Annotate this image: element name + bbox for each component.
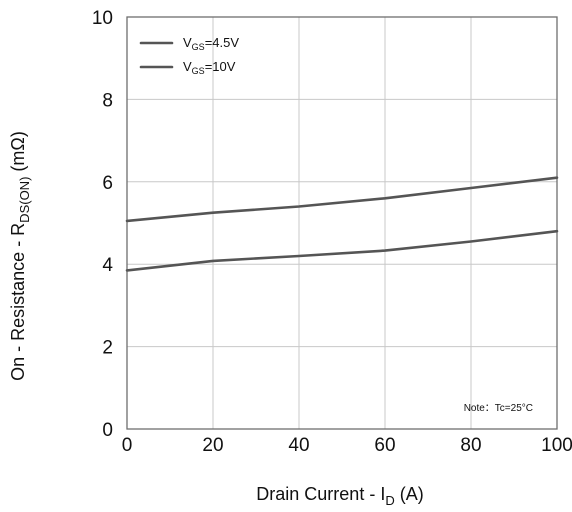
series-layer: [125, 176, 559, 272]
y-axis-title: On - Resistance - RDS(ON) (mΩ): [8, 131, 32, 381]
annotation-note: Note：Tc=25°C: [464, 403, 533, 414]
grid: [127, 17, 557, 429]
x-tick-label-20: 20: [202, 435, 223, 456]
x-tick-label-40: 40: [288, 435, 309, 456]
x-tick-labels: 0 20 40 60 80 100: [122, 435, 572, 456]
y-tick-label-10: 10: [92, 8, 113, 29]
x-tick-label-80: 80: [460, 435, 481, 456]
x-tick-label-100: 100: [541, 435, 572, 456]
y-tick-labels: 0 2 4 6 8 10: [92, 8, 114, 441]
legend: VGS=4.5V VGS=10V: [139, 35, 239, 76]
y-tick-label-2: 2: [102, 338, 113, 359]
series-line-0: [125, 176, 559, 223]
plot-frame: [126, 16, 558, 430]
y-tick-label-0: 0: [102, 420, 113, 441]
x-tick-label-60: 60: [374, 435, 395, 456]
legend-label-vgs-10v: VGS=10V: [183, 59, 236, 76]
x-tick-label-0: 0: [122, 435, 133, 456]
y-tick-label-6: 6: [102, 173, 113, 194]
series-line-1: [125, 229, 559, 272]
y-tick-label-8: 8: [102, 90, 113, 111]
y-tick-label-4: 4: [102, 255, 113, 276]
legend-label-vgs-4-5v: VGS=4.5V: [183, 35, 239, 52]
x-axis-title: Drain Current - ID (A): [256, 484, 423, 508]
